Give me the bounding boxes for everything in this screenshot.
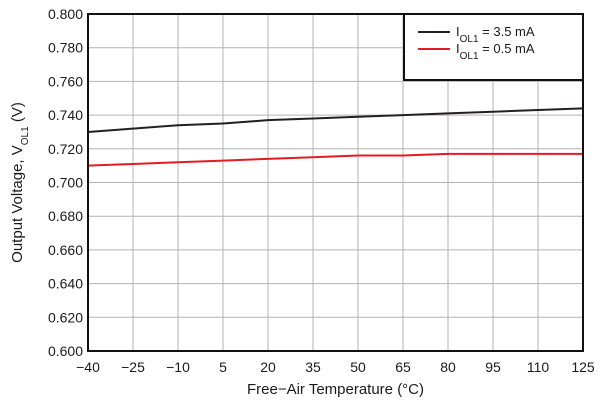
y-tick-label: 0.780 (48, 40, 83, 56)
y-tick-label: 0.600 (48, 343, 83, 359)
x-tick-label: 50 (350, 359, 366, 375)
grid (88, 14, 583, 351)
y-tick-label: 0.620 (48, 309, 83, 325)
x-tick-label: 95 (485, 359, 501, 375)
y-tick-label: 0.700 (48, 175, 83, 191)
x-tick-label: −40 (76, 359, 100, 375)
x-tick-label: −10 (166, 359, 190, 375)
plot-frame (87, 13, 584, 352)
y-tick-label: 0.660 (48, 242, 83, 258)
y-axis-title-main: Output Voltage, V (9, 145, 26, 263)
y-tick-label: 0.800 (48, 6, 83, 22)
y-tick-label: 0.640 (48, 276, 83, 292)
y-tick-label: 0.740 (48, 107, 83, 123)
x-tick-label: 125 (571, 359, 595, 375)
x-tick-label: 65 (395, 359, 411, 375)
x-tick-label: 5 (219, 359, 227, 375)
y-axis-title-sub: OL1 (20, 126, 31, 145)
x-tick-label: 20 (260, 359, 276, 375)
y-tick-label: 0.720 (48, 141, 83, 157)
legend-label-series-2: IOL1 = 0.5 mA (456, 41, 535, 62)
legend-box (403, 13, 584, 81)
x-tick-label: 80 (440, 359, 456, 375)
x-tick-labels: −40 −25 −10 5 20 35 50 65 80 95 110 125 (76, 359, 595, 375)
legend: IOL1 = 3.5 mA IOL1 = 0.5 mA (403, 13, 584, 81)
series-line-1 (87, 107, 584, 133)
y-axis-title: Output Voltage, VOL1 (V) (9, 102, 31, 263)
series-line-2 (87, 152, 583, 167)
y-tick-labels: 0.600 0.620 0.640 0.660 0.680 0.700 0.720 0.740… (48, 6, 83, 359)
x-tick-label: 110 (527, 359, 550, 375)
x-tick-label: −25 (121, 359, 145, 375)
x-axis-title: Free−Air Temperature (°C) (247, 381, 424, 398)
x-tick-label: 35 (305, 359, 321, 375)
y-tick-label: 0.680 (48, 208, 83, 224)
legend-label-series-1: IOL1 = 3.5 mA (456, 24, 535, 45)
y-axis-title-unit: (V) (9, 102, 26, 126)
series-layer (87, 107, 584, 167)
y-tick-label: 0.760 (48, 73, 83, 89)
